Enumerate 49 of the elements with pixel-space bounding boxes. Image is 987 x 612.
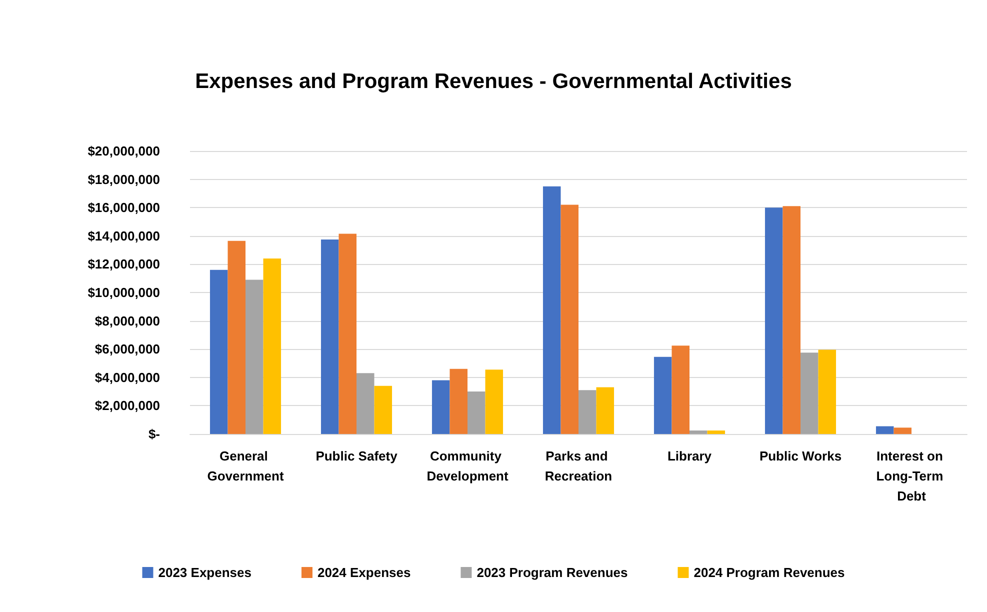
bar [228, 240, 246, 434]
bar [578, 390, 596, 434]
x-tick-label: Interest on Long-Term Debt [876, 448, 947, 504]
y-tick-label: $16,000,000 [88, 200, 160, 216]
y-tick-label: $6,000,000 [94, 342, 160, 357]
y-tick-label: $4,000,000 [94, 370, 160, 385]
bar [876, 426, 894, 434]
bar [246, 280, 264, 434]
bar [210, 270, 228, 434]
legend-label: 2024 Expenses [317, 565, 411, 580]
x-tick-label: Public Safety [316, 448, 398, 464]
bar [654, 356, 672, 434]
bar [485, 370, 504, 434]
bar [320, 239, 339, 434]
bar [800, 352, 818, 434]
legend-label: 2023 Expenses [158, 565, 252, 580]
bar [263, 258, 282, 434]
y-tick-label: $20,000,000 [88, 144, 160, 158]
y-tick-label: $18,000,000 [88, 172, 160, 187]
y-tick-label: $10,000,000 [88, 285, 160, 300]
bar [542, 186, 561, 434]
y-tick-label: $14,000,000 [88, 228, 160, 244]
x-tick-label: Public Works [759, 448, 842, 464]
x-tick-label: General Government [207, 448, 284, 484]
y-tick-label: $- [148, 426, 160, 442]
y-tick-label: $12,000,000 [88, 256, 160, 272]
x-tick-label: Library [667, 448, 712, 464]
bar [468, 392, 486, 434]
bar [356, 373, 374, 434]
bar [690, 430, 708, 434]
bar [432, 380, 450, 434]
bar [707, 430, 726, 434]
bar [894, 428, 912, 434]
x-tick-label: Community Development [426, 448, 509, 484]
legend-label: 2023 Program Revenues [476, 565, 628, 580]
bar [782, 206, 800, 434]
chart-title: Expenses and Program Revenues - Governmental Activities [195, 70, 792, 93]
bar [672, 346, 690, 434]
x-tick-label: Parks and Recreation [544, 448, 612, 484]
y-tick-label: $8,000,000 [94, 313, 160, 328]
bar [764, 208, 783, 434]
bar [596, 387, 614, 434]
bar [450, 368, 468, 434]
legend-label: 2024 Program Revenues [694, 565, 845, 580]
bar [818, 350, 836, 434]
bar [560, 204, 578, 434]
bar [374, 386, 392, 434]
y-tick-label: $2,000,000 [94, 398, 160, 414]
bar [338, 234, 356, 434]
